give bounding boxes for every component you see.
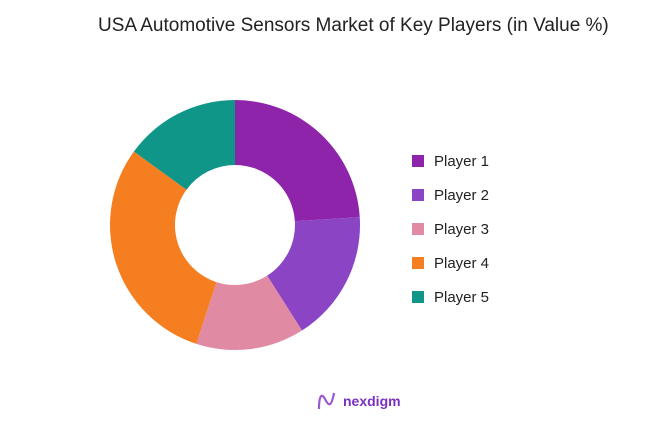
brand-name: nexdigm	[343, 393, 401, 409]
slice-player-5	[133, 100, 235, 190]
slice-player-4	[110, 151, 217, 344]
chart-title: USA Automotive Sensors Market of Key Pla…	[98, 15, 609, 36]
legend-item: Player 4	[412, 246, 489, 280]
legend-swatch	[412, 189, 424, 201]
slice-player-2	[267, 217, 360, 331]
legend-swatch	[412, 155, 424, 167]
legend-label: Player 3	[434, 220, 490, 238]
legend-item: Player 1	[412, 144, 489, 178]
legend-swatch	[412, 223, 424, 235]
slice-player-1	[235, 100, 360, 222]
nexdigm-logo: nexdigm	[316, 391, 401, 411]
legend-label: Player 2	[434, 186, 490, 204]
legend-swatch	[412, 291, 424, 303]
legend-swatch	[412, 257, 424, 269]
legend-label: Player 1	[434, 152, 490, 170]
legend-item: Player 3	[412, 212, 489, 246]
legend-item: Player 2	[412, 178, 489, 212]
slice-player-3	[196, 275, 302, 350]
legend-label: Player 4	[434, 254, 490, 272]
legend-item: Player 5	[412, 280, 489, 314]
legend-label: Player 5	[434, 288, 490, 306]
legend: Player 1 Player 2 Player 3 Player 4 Player 5	[412, 144, 489, 314]
nexdigm-logo-icon	[317, 392, 336, 410]
